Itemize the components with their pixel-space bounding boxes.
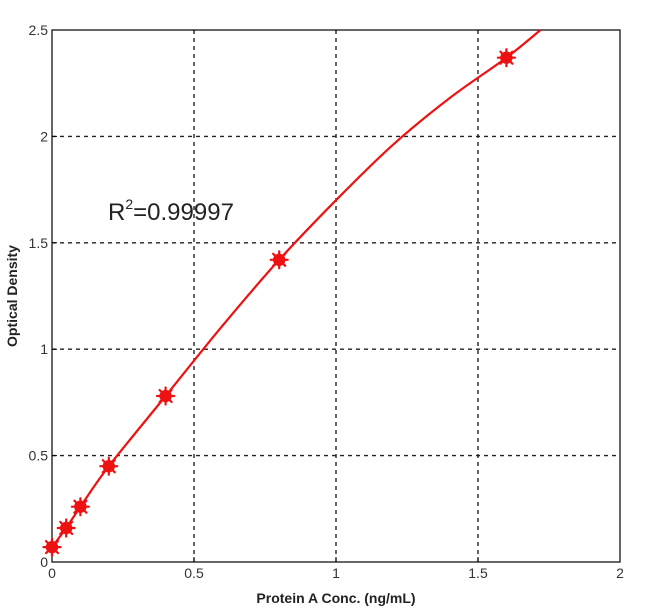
x-axis-label: Protein A Conc. (ng/mL) xyxy=(256,590,415,606)
data-points xyxy=(42,48,517,557)
y-tick-label: 0.5 xyxy=(29,448,49,464)
axis-ticks: 0 0.5 1 1.5 2 0 0.5 1 1.5 2 2.5 xyxy=(29,22,625,581)
y-tick-label: 0 xyxy=(40,554,48,570)
y-tick-label: 1 xyxy=(40,341,48,357)
y-tick-label: 2 xyxy=(40,128,48,144)
gridlines xyxy=(52,30,620,562)
data-point xyxy=(70,497,91,517)
data-point xyxy=(269,250,289,270)
axis-labels: Protein A Conc. (ng/mL) Optical Density xyxy=(4,245,416,606)
data-point xyxy=(99,456,119,476)
x-tick-label: 0 xyxy=(48,565,56,581)
r-squared-value: =0.99997 xyxy=(133,199,234,226)
r-squared-base: R xyxy=(108,199,125,226)
x-tick-label: 1 xyxy=(332,565,340,581)
x-tick-label: 1.5 xyxy=(468,565,488,581)
x-tick-label: 2 xyxy=(616,565,624,581)
r-squared-superscript: 2 xyxy=(125,196,133,212)
fit-curve-line xyxy=(51,29,542,548)
y-tick-label: 2.5 xyxy=(29,22,49,38)
y-tick-label: 1.5 xyxy=(29,235,49,251)
r-squared-annotation: R2=0.99997 xyxy=(108,196,234,226)
fit-curve-layer xyxy=(51,29,542,548)
data-point xyxy=(42,537,62,557)
data-point xyxy=(56,518,76,538)
data-point xyxy=(156,386,176,406)
y-axis-label: Optical Density xyxy=(4,245,20,347)
data-point xyxy=(496,48,517,68)
x-tick-label: 0.5 xyxy=(184,565,204,581)
